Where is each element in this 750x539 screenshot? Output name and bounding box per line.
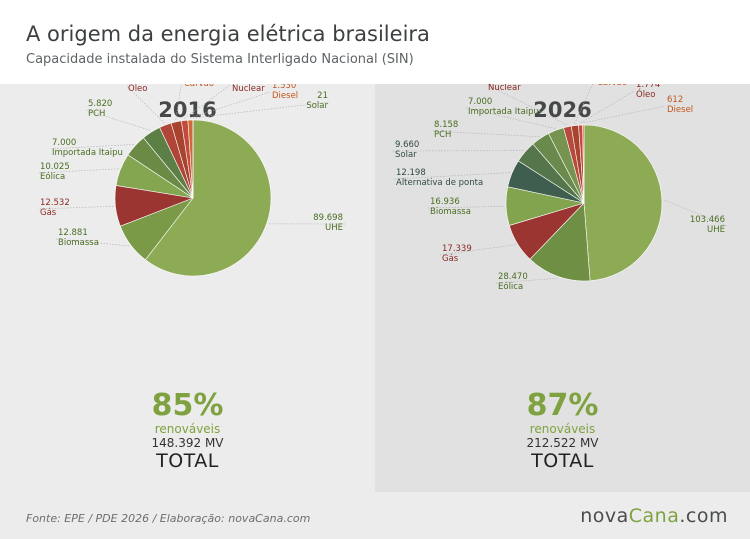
slice-value-uhe: 89.698 (313, 213, 343, 223)
pie-slice-diesel (582, 124, 585, 204)
total-label-2026: TOTAL (531, 450, 594, 472)
chart-panel-2026: 2026 103.466 UHE 28.470 Eólica 17.339 Gás 16.9… (375, 84, 750, 492)
slice-label-uhe: UHE (707, 225, 725, 235)
renewable-label-2026: renováveis (529, 422, 596, 436)
leader-line-carvao (175, 84, 182, 120)
slice-value-oleo: 1.774 (636, 84, 660, 90)
slice-value-importada-itaipu: 7.000 (52, 138, 76, 148)
slice-value-solar: 21 (317, 91, 328, 101)
total-value-2016: 148.392 MV (151, 436, 224, 450)
slice-value-diesel: 1.530 (272, 84, 296, 91)
source-note: Fonte: EPE / PDE 2026 / Elaboração: nova… (26, 512, 311, 525)
leader-line-importada-itaipu (49, 144, 134, 150)
leader-line-pch (85, 109, 151, 131)
leader-line-eolica (495, 277, 558, 284)
total-label-2016: TOTAL (156, 450, 219, 472)
renewable-percent-2026: 87% (526, 388, 599, 423)
slice-value-pch: 5.820 (88, 99, 112, 109)
slice-label-nuclear: Nuclear (232, 84, 265, 94)
chart-panel-2016: 2016 89.698 UHE 12.881 Biomassa 12.532 Gás 10.… (0, 84, 375, 492)
slice-value-biomassa: 16.936 (430, 197, 460, 207)
leader-line-gas (37, 205, 114, 210)
slice-value-gas: 12.532 (40, 198, 70, 208)
slice-label-solar: Solar (306, 101, 328, 111)
slice-label-pch: PCH (88, 109, 105, 119)
slice-value-uhe: 103.466 (690, 215, 725, 225)
slice-label-pch: PCH (434, 130, 451, 140)
renewable-percent-2016: 85% (151, 388, 224, 423)
slice-label-oleo: Óleo (636, 88, 655, 100)
slice-label-diesel: Diesel (272, 91, 298, 101)
slice-label-uhe: UHE (325, 223, 343, 233)
novacana-logo[interactable]: novaCana.com (580, 505, 728, 527)
leader-line-eolica (37, 168, 119, 174)
slice-label-biomassa: Biomassa (58, 238, 99, 248)
chart-year-2026: 2026 (533, 98, 592, 122)
logo-cana-text: Cana (628, 505, 680, 527)
slice-label-carvao: Carvão (597, 84, 627, 88)
leader-line-biomassa (427, 205, 505, 209)
slice-label-importada-itaipu: Importada Itaipu (468, 107, 539, 117)
slice-value-pch: 8.158 (434, 120, 458, 130)
slice-label-importada-itaipu: Importada Itaipu (52, 148, 123, 158)
slice-value-eolica: 10.025 (40, 162, 70, 172)
slice-label-solar: Solar (395, 150, 417, 160)
slice-label-alternativa-de-ponta: Alternativa de ponta (396, 178, 483, 188)
logo-nova-text: nova (580, 505, 629, 527)
pie-slice-uhe (144, 119, 272, 277)
slice-label-diesel: Diesel (667, 105, 693, 115)
leader-line-oleo (125, 84, 165, 124)
total-value-2026: 212.522 MV (526, 436, 599, 450)
leader-line-uhe (663, 199, 728, 227)
slice-label-nuclear: Nuclear (488, 84, 521, 93)
slice-label-eolica: Eólica (40, 171, 65, 182)
slice-label-oleo: Óleo (128, 84, 147, 94)
leader-line-nuclear (485, 84, 568, 126)
renewable-label-2016: renováveis (154, 422, 221, 436)
leader-line-nuclear (184, 84, 231, 119)
page-title: A origem da energia elétrica brasileira (26, 22, 430, 46)
footer: Fonte: EPE / PDE 2026 / Elaboração: nova… (0, 492, 750, 539)
leader-line-gas (439, 244, 516, 256)
pie-slice-uhe (583, 124, 663, 282)
slice-value-diesel: 612 (667, 95, 683, 105)
slice-value-biomassa: 12.881 (58, 228, 88, 238)
logo-com-text: .com (679, 505, 728, 527)
slice-value-eolica: 28.470 (498, 272, 528, 282)
slice-value-alternativa-de-ponta: 12.198 (396, 168, 426, 178)
leader-line-importada-itaipu (465, 107, 556, 129)
header: A origem da energia elétrica brasileira … (0, 0, 750, 84)
leader-line-diesel (190, 91, 271, 119)
leader-line-alternativa-de-ponta (393, 172, 511, 180)
leader-line-carvao (574, 84, 594, 124)
pie-slice-eolica (529, 202, 591, 282)
leader-line-oleo (580, 90, 635, 124)
slice-label-biomassa: Biomassa (430, 207, 471, 217)
slice-value-gas: 17.339 (442, 244, 472, 254)
slice-label-gas: Gás (40, 208, 57, 218)
leader-line-solar (192, 101, 331, 119)
slice-label-carvao: Carvão (184, 84, 214, 89)
slice-value-solar: 9.660 (395, 140, 419, 150)
slice-label-gas: Gás (442, 254, 459, 264)
leader-line-biomassa (55, 238, 129, 247)
slice-label-eolica: Eólica (498, 281, 523, 292)
leader-line-diesel (583, 105, 666, 124)
page-subtitle: Capacidade instalada do Sistema Interlig… (26, 52, 414, 67)
slice-value-importada-itaipu: 7.000 (468, 97, 492, 107)
